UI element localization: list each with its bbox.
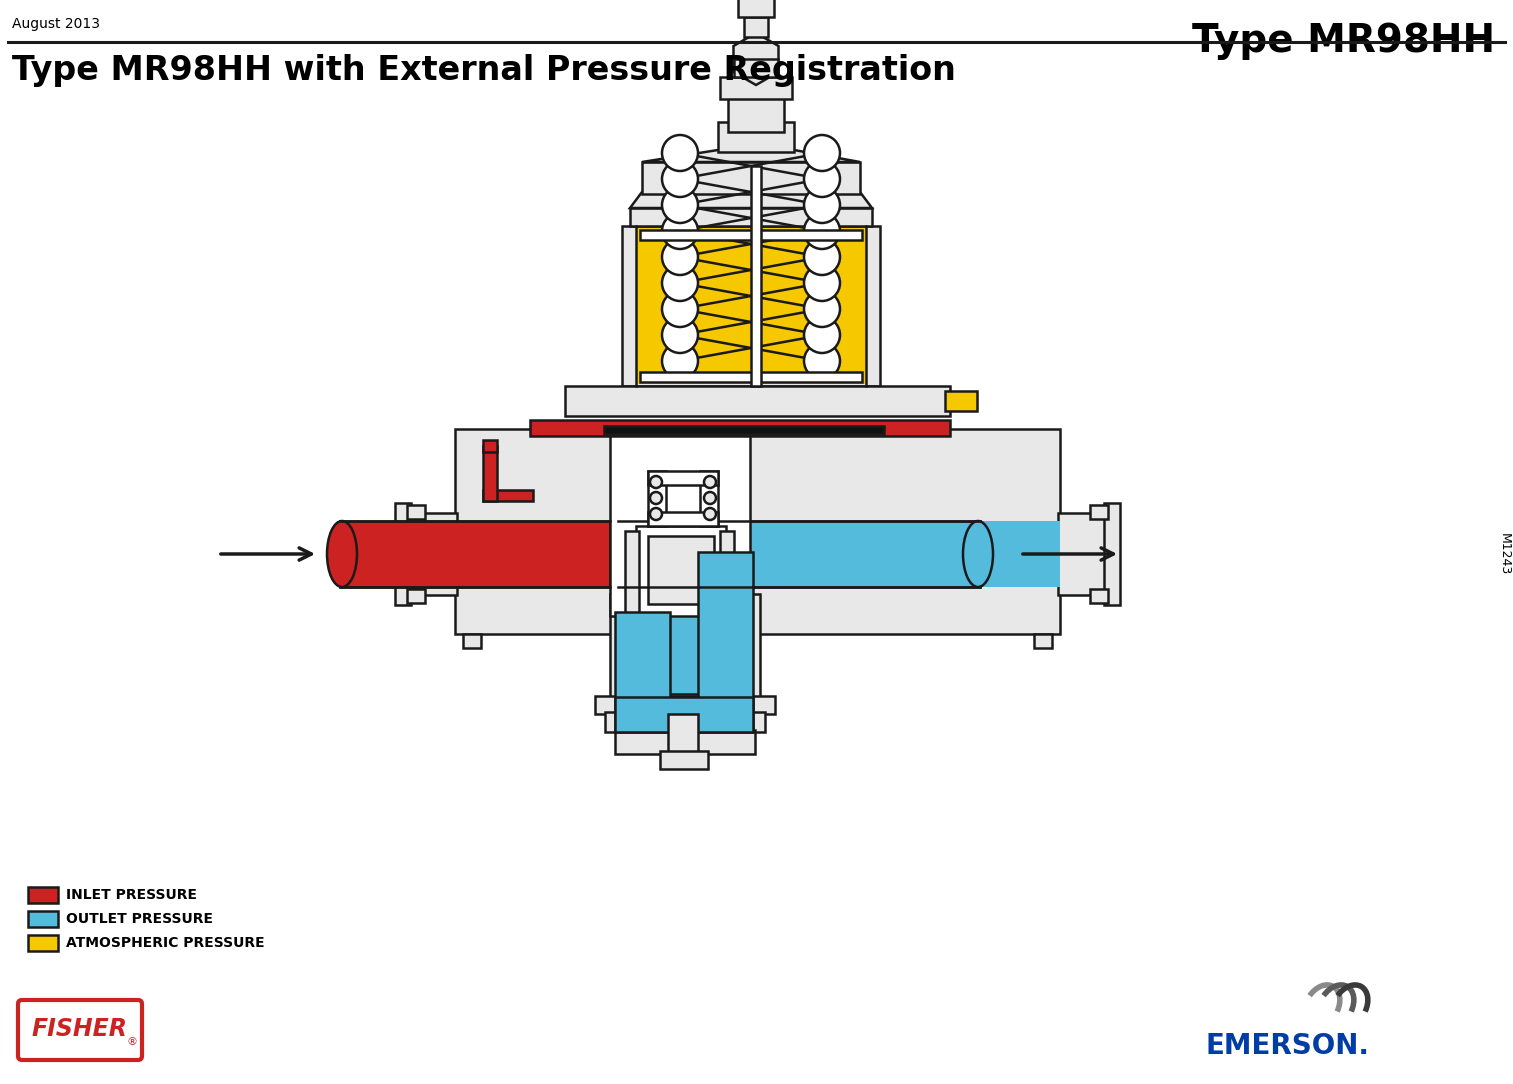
Circle shape: [663, 317, 697, 353]
Circle shape: [651, 492, 663, 504]
Circle shape: [663, 162, 697, 197]
Bar: [617, 521, 980, 588]
Text: Type MR98HH with External Pressure Registration: Type MR98HH with External Pressure Regis…: [12, 54, 956, 87]
Bar: [614, 612, 670, 732]
Bar: [625, 521, 1061, 588]
Text: OUTLET PRESSURE: OUTLET PRESSURE: [67, 912, 213, 926]
Bar: [701, 472, 719, 526]
Bar: [604, 426, 884, 434]
Circle shape: [663, 238, 697, 275]
Bar: [340, 521, 610, 588]
Bar: [728, 96, 784, 132]
Bar: [720, 77, 791, 99]
FancyBboxPatch shape: [18, 1001, 142, 1060]
Bar: [640, 230, 862, 240]
Bar: [595, 696, 775, 714]
Bar: [483, 446, 496, 501]
Circle shape: [663, 343, 697, 379]
Bar: [1089, 589, 1108, 603]
Bar: [463, 634, 481, 648]
Bar: [407, 505, 425, 519]
Bar: [407, 589, 425, 603]
Bar: [720, 531, 734, 616]
Circle shape: [651, 508, 663, 520]
Bar: [483, 440, 496, 452]
Circle shape: [663, 212, 697, 249]
Ellipse shape: [962, 521, 993, 588]
Circle shape: [803, 188, 840, 223]
Bar: [622, 225, 881, 386]
Bar: [697, 552, 753, 732]
Text: M1243: M1243: [1498, 533, 1510, 576]
Bar: [719, 122, 794, 152]
Bar: [642, 162, 859, 194]
Polygon shape: [642, 150, 859, 162]
Bar: [1033, 634, 1052, 648]
Polygon shape: [629, 192, 871, 208]
Bar: [620, 614, 750, 694]
Circle shape: [663, 291, 697, 327]
Bar: [946, 391, 977, 411]
Circle shape: [803, 162, 840, 197]
Bar: [483, 490, 533, 501]
Bar: [734, 59, 778, 77]
Bar: [530, 420, 950, 436]
Bar: [1089, 505, 1108, 519]
Bar: [648, 512, 719, 526]
Bar: [455, 429, 1061, 634]
Bar: [629, 208, 871, 225]
Bar: [648, 472, 719, 485]
Bar: [29, 935, 57, 951]
Circle shape: [704, 508, 716, 520]
Bar: [635, 526, 726, 616]
Bar: [395, 503, 412, 605]
Bar: [1104, 503, 1120, 605]
Bar: [605, 712, 766, 732]
Bar: [614, 730, 755, 754]
Text: EMERSON.: EMERSON.: [1206, 1032, 1369, 1060]
Bar: [29, 911, 57, 927]
Bar: [738, 0, 775, 17]
Bar: [610, 429, 750, 616]
Text: August 2013: August 2013: [12, 17, 100, 31]
Circle shape: [803, 264, 840, 301]
Bar: [635, 228, 865, 384]
Circle shape: [803, 136, 840, 171]
Circle shape: [651, 476, 663, 488]
Bar: [660, 751, 708, 769]
Circle shape: [803, 317, 840, 353]
Text: FISHER: FISHER: [32, 1017, 129, 1041]
Bar: [648, 472, 666, 526]
Bar: [457, 521, 614, 588]
Bar: [614, 697, 753, 732]
Bar: [648, 535, 714, 604]
Circle shape: [704, 476, 716, 488]
Text: INLET PRESSURE: INLET PRESSURE: [67, 888, 197, 902]
Circle shape: [803, 291, 840, 327]
Bar: [744, 17, 769, 37]
Circle shape: [704, 492, 716, 504]
Circle shape: [663, 264, 697, 301]
Circle shape: [663, 136, 697, 171]
Bar: [750, 166, 761, 386]
Bar: [610, 594, 760, 704]
Bar: [29, 887, 57, 903]
Bar: [625, 531, 638, 616]
Bar: [640, 372, 862, 382]
Bar: [407, 513, 457, 595]
Text: ATMOSPHERIC PRESSURE: ATMOSPHERIC PRESSURE: [67, 935, 265, 950]
Circle shape: [803, 343, 840, 379]
Text: ®: ®: [127, 1037, 138, 1047]
Circle shape: [803, 238, 840, 275]
Bar: [564, 386, 950, 416]
Circle shape: [803, 212, 840, 249]
Bar: [1058, 513, 1108, 595]
Bar: [669, 714, 697, 754]
Ellipse shape: [327, 521, 357, 588]
Circle shape: [663, 188, 697, 223]
Polygon shape: [734, 33, 779, 85]
Text: Type MR98HH: Type MR98HH: [1192, 22, 1495, 60]
